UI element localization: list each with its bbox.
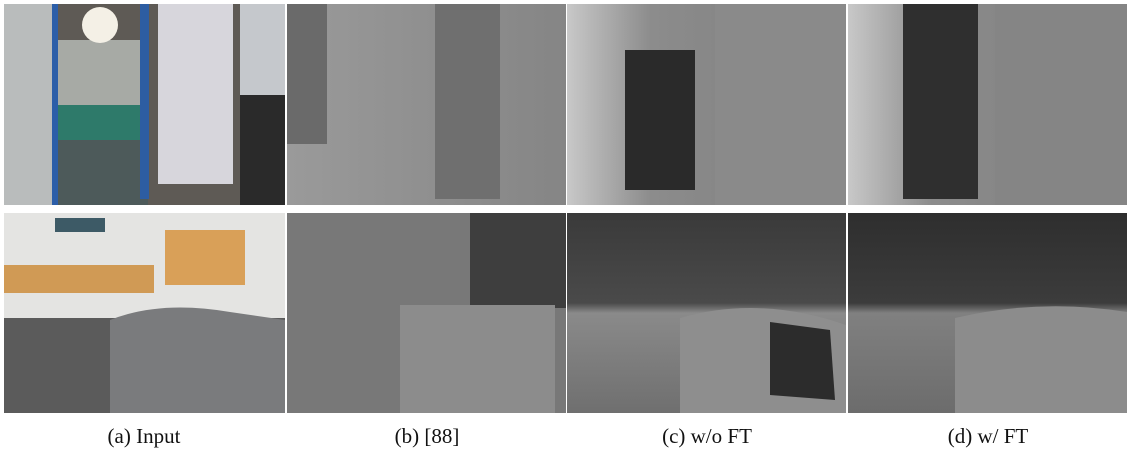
depth-image-2c (567, 213, 846, 413)
depth-image-1c (567, 4, 846, 205)
caption: (d) w/ FT (848, 424, 1128, 449)
caption: (b) [88] (287, 424, 567, 449)
depth-image-1d (848, 4, 1127, 205)
image-grid (0, 0, 1130, 420)
figure: (a) Input (b) [88] (c) w/o FT (d) w/ FT … (0, 0, 1130, 457)
caption: (c) w/o FT (567, 424, 847, 449)
depth-image-2d (848, 213, 1127, 413)
depth-image-1b (287, 4, 566, 205)
input-image-2 (4, 213, 285, 413)
depth-image-2b (287, 213, 566, 413)
input-image-1 (4, 4, 285, 205)
caption: (a) Input (4, 424, 284, 449)
